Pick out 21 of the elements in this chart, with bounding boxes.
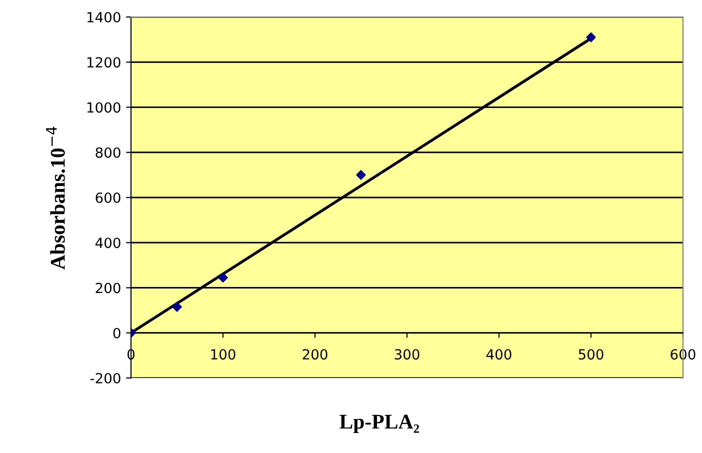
y-tick-label: 1200: [87, 57, 120, 68]
point: [586, 32, 596, 42]
x-axis-title: Lp-PLA₂: [340, 414, 420, 433]
x-tick-label: 300: [394, 349, 420, 360]
y-tick-label: 800: [96, 147, 120, 158]
point: [356, 170, 366, 180]
y-tick-label: 1400: [87, 12, 120, 22]
y-tick-label: 200: [96, 282, 120, 294]
x-tick-label: 400: [486, 349, 512, 360]
point: [172, 302, 182, 312]
y-tick-label: 600: [96, 192, 120, 203]
y-tick-label: 1000: [87, 102, 120, 113]
y-tick-label: 0: [113, 328, 120, 338]
y-axis-title: Absorbans.10$^{−4}$: [46, 126, 65, 270]
point: [218, 272, 228, 282]
y-tick-label: -200: [90, 372, 120, 384]
x-tick-label: 500: [578, 349, 604, 360]
y-tick-label: 400: [95, 238, 120, 248]
x-tick-label: 600: [670, 349, 696, 360]
x-tick-label: 100: [211, 349, 236, 360]
x-tick-label: 200: [302, 349, 328, 360]
